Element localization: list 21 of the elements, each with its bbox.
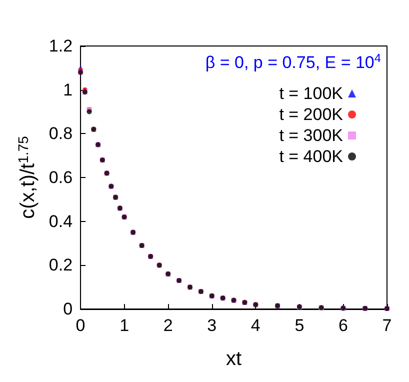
y-tick-label: 0.6 <box>48 168 73 187</box>
y-tick-label: 1.2 <box>48 36 73 56</box>
legend-label: t = 200K <box>279 105 344 124</box>
x-tick-label: 4 <box>250 316 260 335</box>
x-tick-label: 0 <box>76 316 86 335</box>
x-axis-title: xt <box>226 348 242 370</box>
x-tick-label: 7 <box>382 316 392 335</box>
x-tick-label: 6 <box>338 316 348 335</box>
y-tick-label: 0.4 <box>48 212 73 231</box>
y-tick-label: 0 <box>63 300 73 318</box>
y-tick-label: 0.8 <box>48 124 73 144</box>
legend-label: t = 100K <box>279 84 344 103</box>
x-tick-label: 3 <box>207 316 217 335</box>
y-tick-label: 0.2 <box>48 256 73 275</box>
x-tick-label: 5 <box>294 316 304 335</box>
x-tick-label: 2 <box>163 316 173 335</box>
x-tick-label: 1 <box>120 316 130 335</box>
y-tick-label: 1 <box>63 80 73 100</box>
y-axis-title: c(x,t)/t1.75 <box>15 136 39 219</box>
legend-label: t = 300K <box>279 126 344 145</box>
legend-label: t = 400K <box>279 147 344 166</box>
